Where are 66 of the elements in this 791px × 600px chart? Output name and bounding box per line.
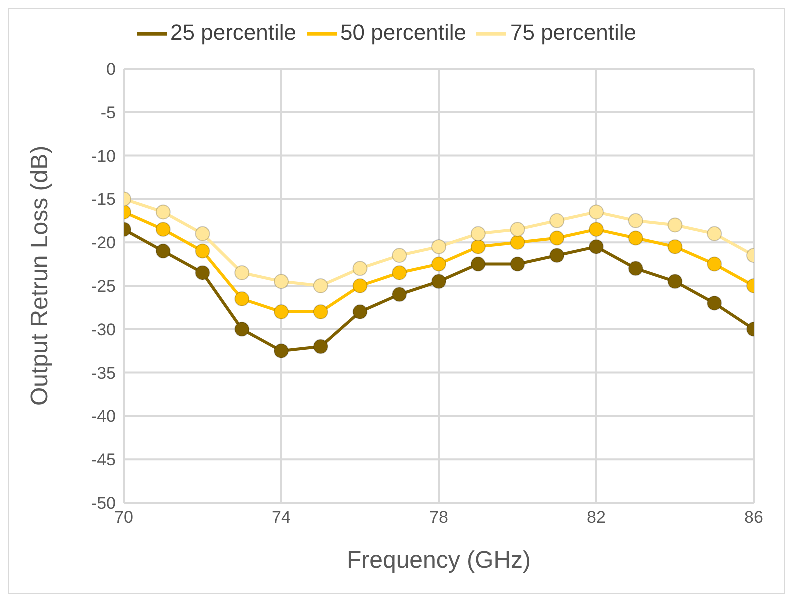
point [470, 226, 486, 242]
point [510, 235, 526, 250]
x-tick-label: 82 [587, 508, 606, 528]
point [274, 274, 289, 290]
point [352, 261, 368, 276]
point [470, 256, 486, 272]
y-tick-label: -50 [91, 494, 116, 514]
point [707, 256, 722, 272]
x-tick-label: 86 [744, 508, 764, 528]
point [156, 204, 171, 220]
y-tick-label: -45 [91, 450, 116, 470]
point [234, 265, 250, 280]
point [550, 213, 565, 228]
point [392, 248, 408, 264]
point [432, 274, 446, 290]
point [195, 226, 210, 242]
legend-label: 75 percentile [510, 20, 636, 45]
point [668, 239, 683, 254]
point [510, 256, 526, 272]
y-tick-label: -15 [91, 190, 116, 210]
point [392, 287, 408, 302]
x-tick-label: 70 [114, 508, 134, 528]
point [313, 278, 328, 294]
point [628, 230, 644, 246]
point [628, 261, 644, 276]
point [352, 304, 368, 320]
point [470, 239, 486, 254]
point [234, 322, 250, 337]
point [589, 239, 604, 254]
point [550, 230, 565, 246]
point [392, 265, 408, 280]
point [589, 204, 604, 220]
point [668, 218, 683, 233]
y-tick-label: -20 [91, 234, 116, 253]
y-tick-label: -10 [91, 146, 116, 166]
point [352, 278, 368, 294]
point [589, 222, 604, 238]
y-tick-label: -40 [91, 407, 116, 426]
point [313, 339, 328, 354]
point [156, 222, 171, 238]
y-axis-title: Output Retrun Loss (dB) [26, 146, 54, 406]
x-tick-label: 74 [272, 508, 291, 528]
y-tick-label: -35 [91, 364, 116, 383]
point [156, 244, 171, 259]
y-tick-label: -30 [91, 320, 116, 340]
point [274, 304, 289, 320]
point [234, 292, 250, 307]
point [432, 239, 446, 254]
point [432, 256, 446, 272]
y-tick-label: -5 [100, 103, 116, 122]
y-tick-label: -25 [91, 277, 116, 296]
point [274, 344, 289, 359]
point [707, 226, 722, 242]
legend-label: 25 percentile [170, 20, 296, 45]
point [628, 213, 644, 228]
point [707, 296, 722, 311]
y-tick-label: 0 [106, 60, 116, 80]
point [195, 244, 210, 259]
point [550, 248, 565, 264]
x-tick-label: 78 [430, 508, 448, 528]
point [313, 304, 328, 320]
legend-label: 50 percentile [340, 20, 466, 45]
point [195, 265, 210, 280]
point [668, 274, 683, 290]
x-axis-title: Frequency (GHz) [346, 547, 532, 574]
point [510, 222, 526, 238]
